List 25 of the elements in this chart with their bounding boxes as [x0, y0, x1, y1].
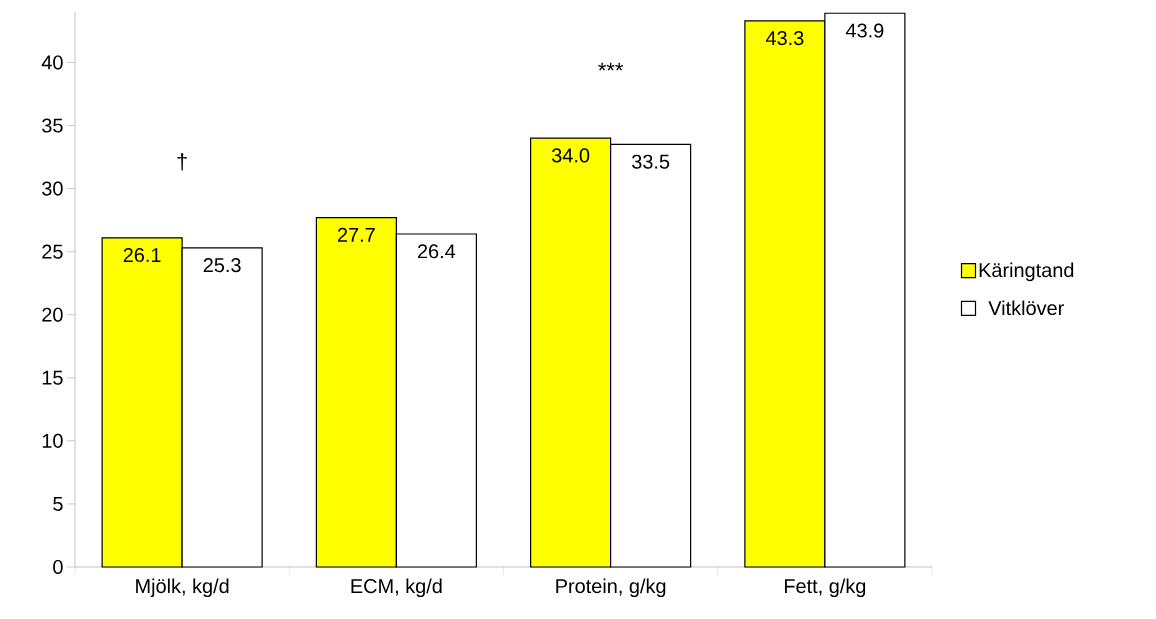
y-tick-label: 20	[42, 307, 63, 322]
y-tick-label: 10	[42, 433, 63, 448]
data-label: 43.3	[765, 31, 804, 46]
legend-label: Käringtand	[979, 262, 1074, 282]
data-label: 33.5	[632, 154, 670, 169]
data-label: 43.9	[845, 23, 884, 38]
y-tick-label: 40	[41, 55, 63, 70]
data-label: 34.0	[552, 148, 590, 163]
x-tick-label: ECM, kg/d	[351, 578, 442, 598]
data-label: 26.1	[123, 247, 161, 263]
y-tick-label: 30	[42, 181, 63, 196]
x-tick-label: Mjölk, kg/d	[136, 578, 229, 598]
y-tick-label: 0	[53, 559, 63, 575]
data-label: 25.3	[203, 258, 241, 273]
x-tick-label: Fett, g/kg	[784, 578, 866, 598]
y-tick-label: 35	[42, 118, 63, 133]
y-tick-label: 5	[53, 496, 63, 511]
data-label: 27.7	[337, 227, 375, 242]
data-label: 26.4	[417, 244, 456, 259]
annotation: †	[177, 153, 187, 171]
x-tick-label: Protein, g/kg	[556, 578, 666, 598]
y-tick-label: 25	[42, 244, 63, 259]
annotation: ***	[598, 62, 624, 71]
y-tick-label: 15	[42, 370, 63, 385]
legend-label: Vitklöver	[988, 300, 1064, 316]
